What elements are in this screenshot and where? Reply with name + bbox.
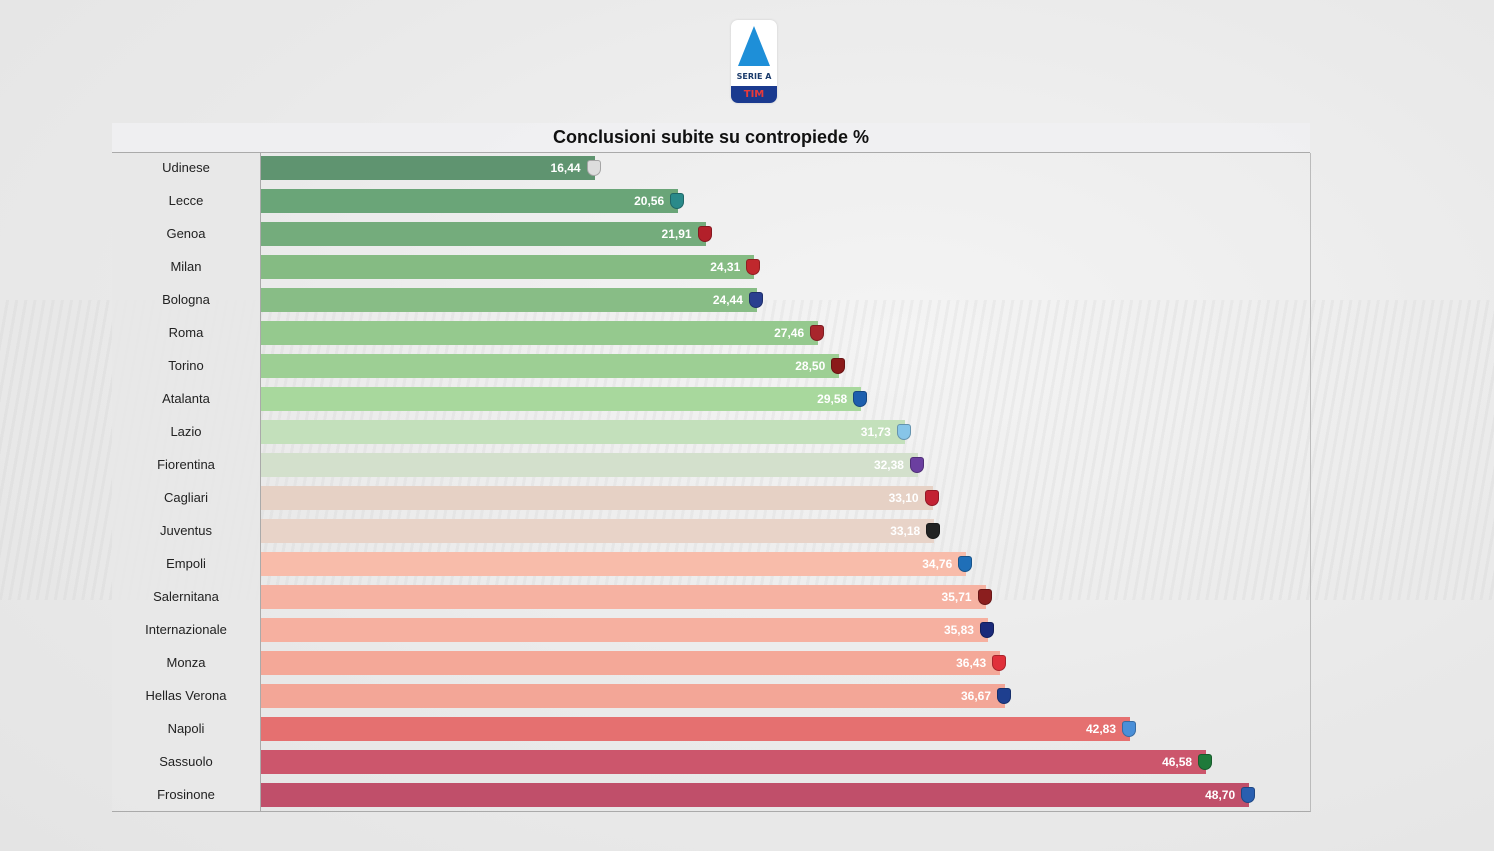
category-label: Cagliari: [163, 490, 209, 505]
data-label: 24,44: [712, 293, 743, 307]
bar: [261, 651, 1001, 675]
category-label: Sassuolo: [159, 754, 213, 769]
data-label: 24,31: [710, 260, 741, 274]
category-label: Lazio: [170, 424, 202, 439]
team-crest-icon: [1122, 721, 1137, 737]
category-labels: Udinese Lecce Genoa Milan Bologna Roma Torino A…: [112, 153, 261, 812]
data-label: 33,10: [888, 491, 919, 505]
category-label: Udinese: [162, 160, 210, 175]
team-crest-icon: [748, 292, 763, 308]
category-label: Genoa: [166, 226, 206, 241]
team-crest-icon: [958, 556, 973, 572]
category-label: Hellas Verona: [145, 688, 227, 703]
serie-a-logo: SERIE A TIM: [731, 20, 777, 103]
serie-a-logo-mark: [738, 26, 770, 66]
team-crest-icon: [853, 391, 868, 407]
bar: [261, 288, 757, 312]
category-label: Monza: [166, 655, 206, 670]
data-label: 35,83: [943, 623, 974, 637]
category-label: Torino: [168, 358, 204, 373]
category-label: Salernitana: [153, 589, 219, 604]
data-label: 36,43: [956, 656, 987, 670]
data-label: 46,58: [1162, 755, 1193, 769]
team-crest-icon: [979, 622, 994, 638]
data-label: 20,56: [634, 194, 665, 208]
team-crest-icon: [1241, 787, 1256, 803]
data-label: 28,50: [795, 359, 826, 373]
category-label: Napoli: [167, 721, 205, 736]
team-crest-icon: [977, 589, 992, 605]
bar: [261, 354, 840, 378]
category-label: Fiorentina: [157, 457, 215, 472]
category-label: Bologna: [162, 292, 210, 307]
bar: [261, 684, 1006, 708]
data-label: 35,71: [941, 590, 972, 604]
chart-panel: Conclusioni subite su contropiede % Udin…: [112, 123, 1311, 812]
data-label: 29,58: [817, 392, 848, 406]
category-label: Milan: [170, 259, 202, 274]
plot-area: 16,44 20,56 21,91 24,31 24,44 27,46 28,50 29,58…: [261, 153, 1311, 812]
team-crest-icon: [909, 457, 924, 473]
data-label: 36,67: [961, 689, 992, 703]
bar: [261, 156, 595, 180]
team-crest-icon: [997, 688, 1012, 704]
team-crest-icon: [586, 160, 601, 176]
team-crest-icon: [924, 490, 939, 506]
team-crest-icon: [831, 358, 846, 374]
team-crest-icon: [670, 193, 685, 209]
category-label: Lecce: [168, 193, 204, 208]
category-label: Atalanta: [162, 391, 210, 406]
bar: [261, 519, 935, 543]
team-crest-icon: [810, 325, 825, 341]
team-crest-icon: [746, 259, 761, 275]
data-label: 34,76: [922, 557, 953, 571]
chart-title: Conclusioni subite su contropiede %: [552, 127, 870, 147]
bar: [261, 321, 819, 345]
bar: [261, 255, 755, 279]
bar: [261, 189, 679, 213]
team-crest-icon: [926, 523, 941, 539]
logo-sponsor: TIM: [731, 86, 777, 103]
data-label: 33,18: [890, 524, 921, 538]
data-label: 32,38: [873, 458, 904, 472]
category-label: Frosinone: [157, 787, 215, 802]
team-crest-icon: [1198, 754, 1213, 770]
category-label: Empoli: [166, 556, 206, 571]
bar: [261, 420, 905, 444]
data-label: 16,44: [550, 161, 581, 175]
data-label: 48,70: [1205, 788, 1236, 802]
bar: [261, 387, 862, 411]
bar: [261, 618, 988, 642]
bar: [261, 750, 1207, 774]
bar: [261, 783, 1250, 807]
bar: [261, 453, 918, 477]
logo-text: SERIE A: [736, 72, 772, 81]
title-bar: Conclusioni subite su contropiede %: [112, 123, 1310, 153]
category-label: Juventus: [159, 523, 213, 538]
data-label: 42,83: [1085, 722, 1117, 736]
bar: [261, 585, 986, 609]
bar: [261, 222, 706, 246]
bar: [261, 486, 933, 510]
data-label: 31,73: [860, 425, 891, 439]
data-label: 27,46: [774, 326, 805, 340]
team-crest-icon: [992, 655, 1007, 671]
team-crest-icon: [697, 226, 712, 242]
bar: [261, 552, 967, 576]
bar: [261, 717, 1131, 741]
team-crest-icon: [896, 424, 911, 440]
category-label: Internazionale: [145, 622, 227, 637]
data-label: 21,91: [661, 227, 692, 241]
category-label: Roma: [168, 325, 204, 340]
